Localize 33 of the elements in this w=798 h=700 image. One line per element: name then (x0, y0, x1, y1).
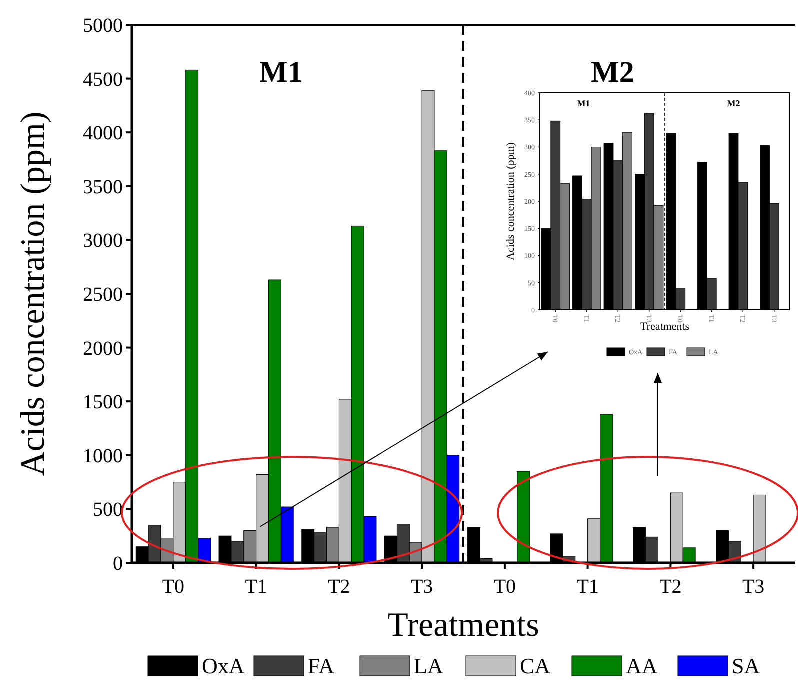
y-tick-label: 1000 (83, 445, 123, 468)
x-tick-label: T1 (245, 576, 268, 598)
y-axis-title: Acids concentration (ppm) (15, 112, 52, 476)
legend-label: LA (414, 654, 444, 679)
annotation: M2 (591, 56, 634, 89)
x-tick-label: T1 (576, 576, 599, 598)
y-tick-label: 2500 (83, 284, 123, 306)
y-tick-label: 5000 (83, 15, 123, 37)
y-tick-label: 0 (113, 553, 123, 575)
legend-label: FA (308, 654, 335, 679)
y-tick-label: 3500 (83, 176, 123, 198)
annotation: M2 (727, 98, 741, 108)
x-tick-label: T0 (494, 576, 516, 598)
x-tick-label: T2 (328, 576, 350, 598)
x-axis-title: Treatments (640, 321, 690, 333)
x-tick-label: T2 (660, 576, 682, 598)
y-tick-label: 4500 (83, 68, 123, 91)
legend-label: OxA (202, 654, 245, 679)
legend-label: CA (520, 654, 551, 679)
y-tick-label: 1500 (83, 392, 123, 414)
x-tick-label: T0 (162, 576, 185, 598)
x-axis-title: Treatments (388, 607, 540, 644)
y-tick-label: 500 (93, 499, 123, 522)
annotation: M1 (577, 98, 591, 108)
legend-label: SA (732, 654, 760, 679)
y-tick-label: 3000 (83, 230, 123, 252)
y-tick-label: 2000 (83, 338, 123, 360)
y-axis-title: Acids concentration (ppm) (505, 142, 517, 260)
x-tick-label: T3 (742, 576, 765, 598)
y-tick-label: 4000 (83, 122, 123, 145)
legend-label: AA (626, 654, 658, 679)
annotation: M1 (260, 56, 303, 89)
x-tick-label: T3 (410, 576, 434, 598)
